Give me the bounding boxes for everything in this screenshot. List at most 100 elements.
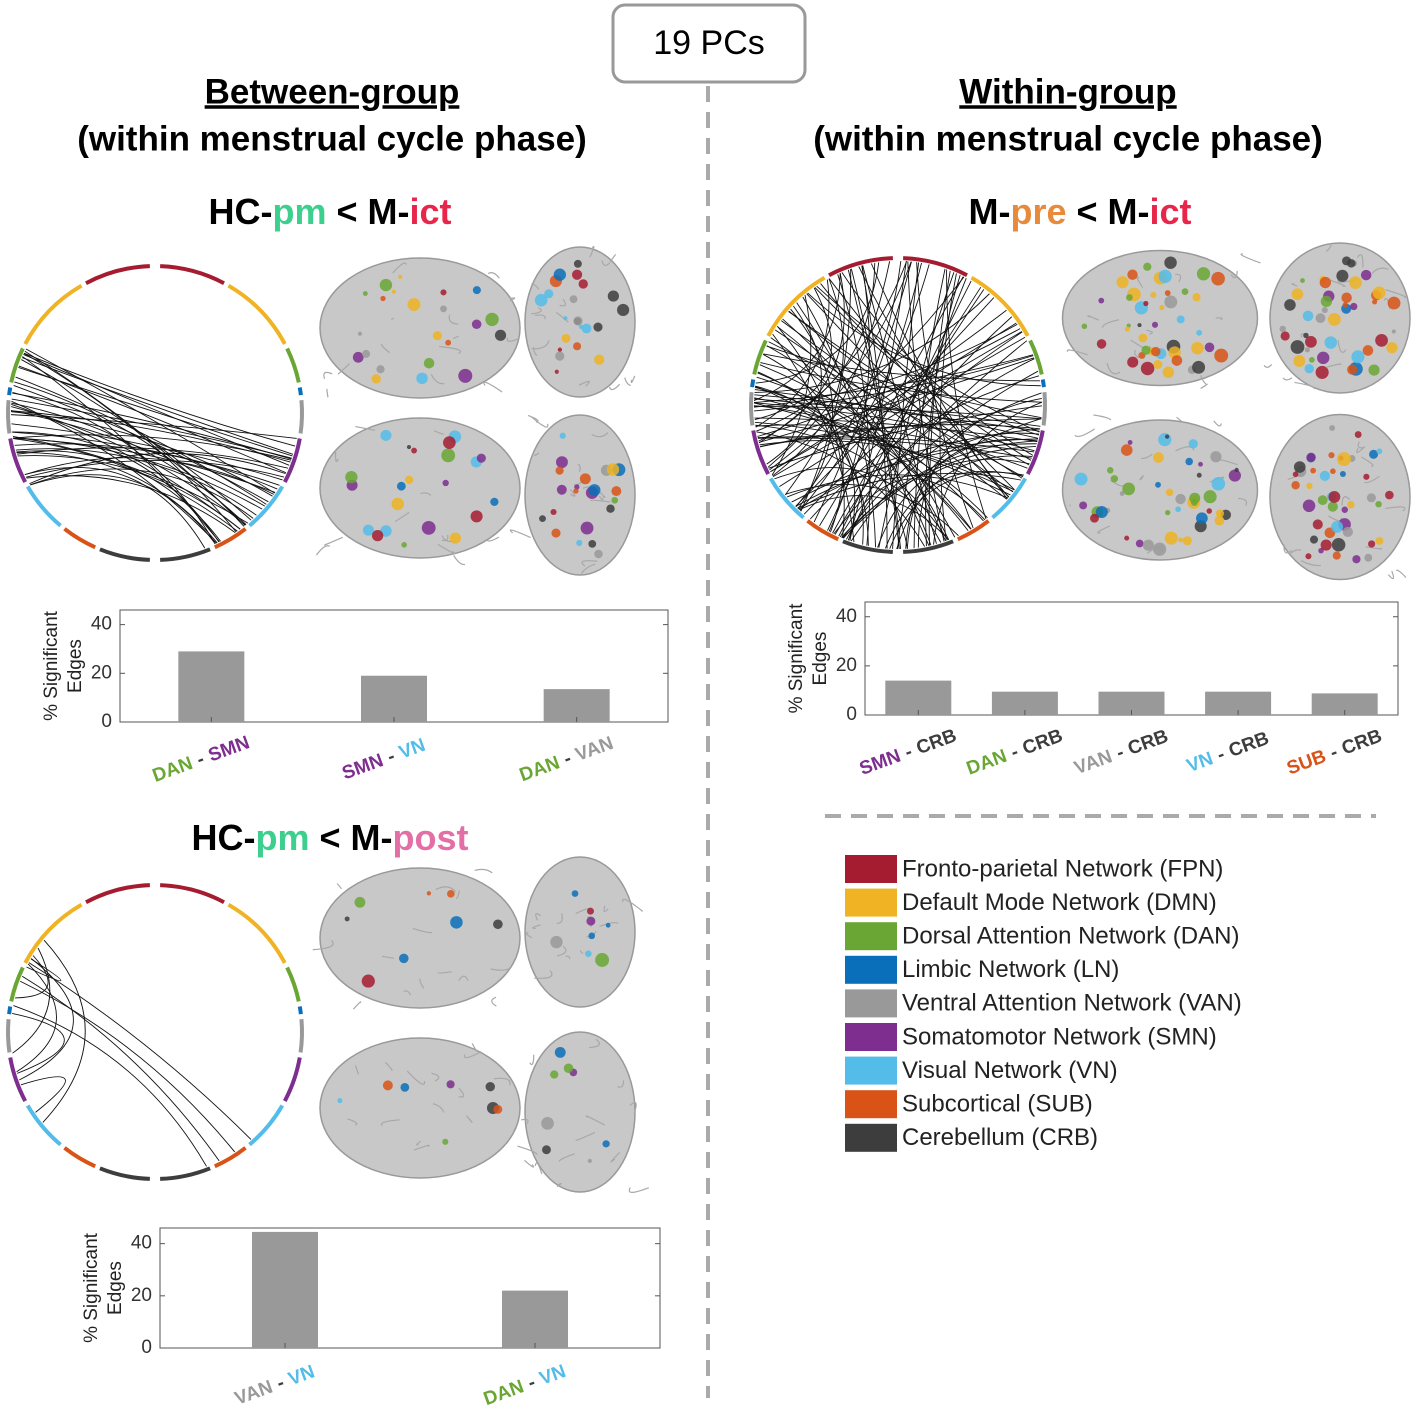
badge-box <box>611 3 807 84</box>
column-subheading: (within menstrual cycle phase) <box>77 119 587 158</box>
node <box>1107 467 1114 474</box>
node <box>1391 329 1396 334</box>
node <box>1375 536 1384 545</box>
node <box>1127 356 1139 368</box>
node <box>576 539 583 546</box>
node <box>362 291 368 296</box>
chord <box>870 263 1008 500</box>
y-tick-label: 20 <box>91 662 112 683</box>
node <box>555 351 565 361</box>
title-part: pre <box>1010 191 1066 232</box>
brain-fold <box>629 1101 637 1114</box>
node <box>1153 360 1163 369</box>
chord <box>11 398 292 459</box>
brain-fold <box>487 272 500 279</box>
brain-fold <box>589 1038 600 1049</box>
chord <box>758 273 845 442</box>
brain-fold <box>355 425 376 431</box>
brain-fold <box>439 345 462 354</box>
chord <box>754 293 990 393</box>
node <box>571 890 579 897</box>
brain-fold <box>394 511 410 523</box>
network-arc <box>160 1166 211 1181</box>
brain-fold <box>1074 428 1096 438</box>
node <box>550 935 563 949</box>
node <box>1317 351 1330 365</box>
node <box>1137 323 1142 328</box>
node <box>554 369 559 374</box>
brain-fold <box>628 1187 650 1193</box>
chord <box>790 308 834 509</box>
brain-fold <box>380 1119 400 1127</box>
chord <box>889 471 1024 549</box>
brain-fold <box>1395 569 1407 579</box>
chord <box>784 484 959 537</box>
chord <box>16 452 218 544</box>
network-arc <box>1041 392 1047 426</box>
chord <box>763 353 1040 382</box>
node <box>555 466 564 475</box>
brain-fold <box>474 868 493 874</box>
brain-fold <box>1175 446 1195 452</box>
node <box>405 475 414 484</box>
chord <box>12 431 220 543</box>
brain-fold <box>589 499 611 503</box>
chord <box>798 495 949 541</box>
network-arc <box>842 539 893 554</box>
y-tick-label: 20 <box>131 1285 152 1306</box>
panel-title: M-pre < M-ict <box>968 191 1191 232</box>
node <box>573 342 582 351</box>
chord <box>20 980 236 1153</box>
brain-fold <box>534 452 540 457</box>
legend-label: Somatomotor Network (SMN) <box>902 1023 1217 1050</box>
legend-label: Subcortical (SUB) <box>902 1091 1093 1118</box>
node <box>396 481 406 491</box>
chord <box>774 329 1008 500</box>
node <box>1387 296 1401 310</box>
brain-fold <box>1360 456 1374 467</box>
network-arc <box>7 387 13 396</box>
brain-fold <box>577 463 581 473</box>
node <box>472 286 481 295</box>
chord <box>26 475 236 533</box>
node <box>1159 305 1165 311</box>
legend-swatch <box>845 888 897 917</box>
brain-fold <box>624 377 631 387</box>
node <box>1332 551 1341 560</box>
brain-fold <box>384 1061 393 1072</box>
brain-fold <box>1326 244 1332 252</box>
brain-fold <box>336 883 342 890</box>
brain-fold <box>630 375 636 384</box>
node <box>362 524 374 536</box>
brain-fold <box>1326 363 1342 368</box>
y-tick-label: 20 <box>836 655 857 676</box>
node <box>586 907 594 915</box>
chord <box>754 389 1039 439</box>
chord <box>848 261 907 541</box>
chord <box>20 1076 66 1113</box>
node <box>1175 506 1181 513</box>
chord <box>10 414 297 439</box>
bar <box>1205 691 1272 715</box>
legend-swatch <box>845 955 897 984</box>
network-arc <box>970 275 1030 337</box>
chord <box>833 340 1028 535</box>
node <box>485 1081 495 1092</box>
node <box>1375 500 1382 508</box>
node <box>1319 470 1331 481</box>
chord <box>772 331 1023 477</box>
brain-fold <box>617 1080 625 1088</box>
node <box>443 436 456 449</box>
node <box>1215 509 1225 518</box>
node <box>399 953 409 964</box>
brain-fold <box>1238 497 1248 506</box>
node <box>441 448 456 463</box>
node <box>573 488 579 494</box>
node <box>1342 302 1348 308</box>
chord <box>759 364 984 522</box>
y-axis-label: Edges <box>105 1261 126 1315</box>
node <box>1190 499 1198 506</box>
brain-fold <box>1364 475 1380 484</box>
node <box>1214 348 1229 363</box>
node <box>1312 519 1323 530</box>
